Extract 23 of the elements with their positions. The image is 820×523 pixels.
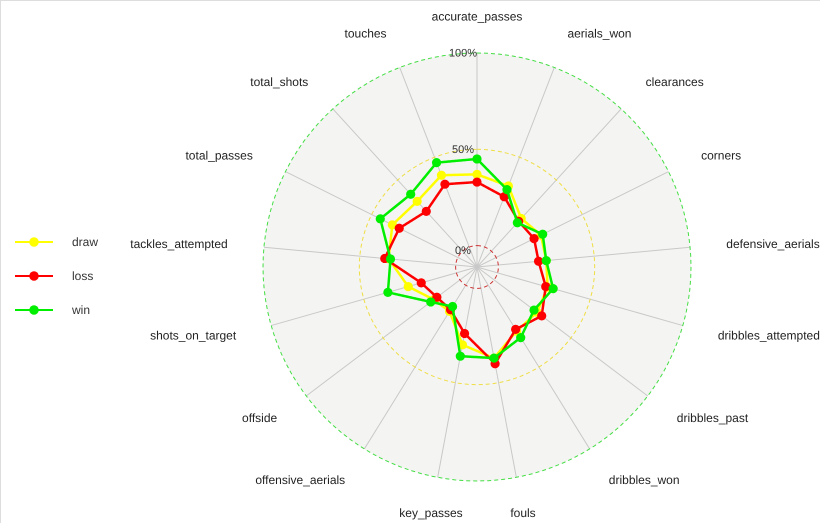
spoke-label: corners <box>701 148 742 162</box>
spoke-label: clearances <box>646 74 704 89</box>
spoke-label: dribbles_past <box>676 410 749 425</box>
y-tick-label: 0% <box>455 244 472 257</box>
spoke-label: accurate_passes <box>432 10 522 24</box>
y-tick-label: 100% <box>448 47 478 60</box>
spoke-label: total_shots <box>250 74 308 89</box>
spoke-label: key_passes <box>399 506 463 520</box>
spoke-label: shots_on_target <box>150 328 237 343</box>
y-tick-label: 50% <box>452 144 474 156</box>
spoke-label: aerials_won <box>567 26 632 41</box>
legend-label: win <box>71 303 90 317</box>
spoke-label: dribbles_attempted <box>718 328 820 343</box>
legend-label: loss <box>72 269 94 283</box>
spoke-label: offside <box>242 410 278 425</box>
spoke-label: fouls <box>510 506 536 520</box>
legend-label: draw <box>72 235 98 249</box>
spoke-label: defensive_aerials <box>726 236 820 251</box>
spoke-label: dribbles_won <box>608 472 680 487</box>
spoke-label: total_passes <box>185 148 253 162</box>
spoke-label: tackles_attempted <box>130 236 228 251</box>
spoke-label: offensive_aerials <box>255 472 346 487</box>
spoke-label: touches <box>344 26 387 41</box>
